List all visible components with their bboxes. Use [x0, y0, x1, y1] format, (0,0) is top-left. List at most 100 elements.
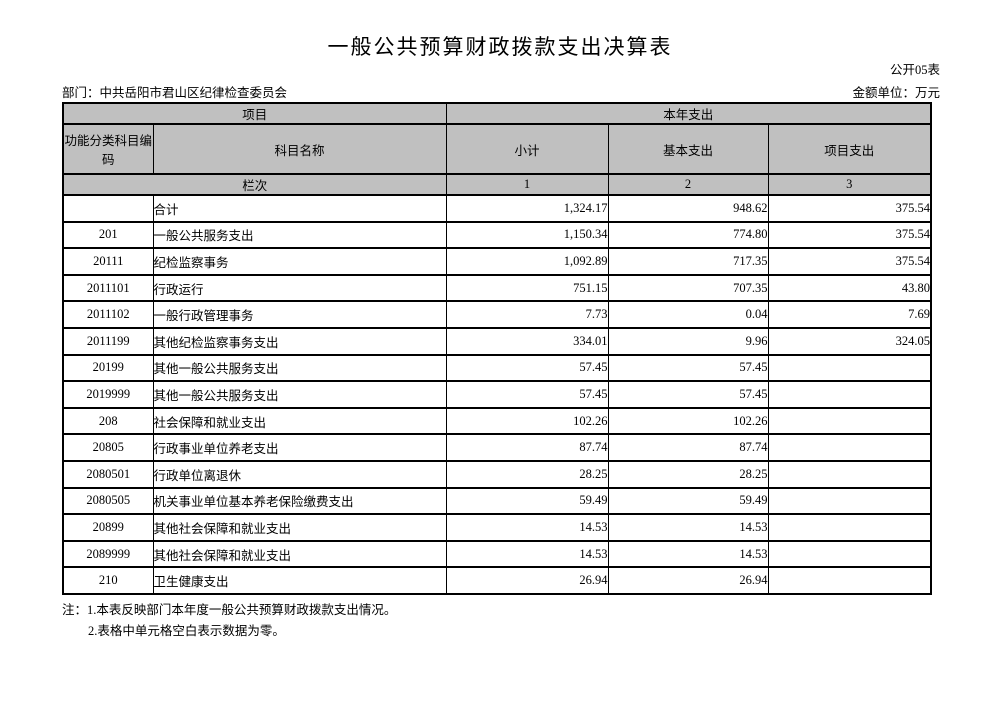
- cell-code: 210: [62, 566, 154, 595]
- cell-subtotal: 7.73: [445, 300, 609, 329]
- header-project-group: 项目: [62, 102, 447, 125]
- header-col-1: 1: [445, 173, 609, 196]
- unit-label: 金额单位：万元: [852, 86, 940, 100]
- table-row: 2019999 其他一般公共服务支出 57.45 57.45: [62, 380, 932, 409]
- cell-name: 其他社会保障和就业支出: [152, 513, 447, 542]
- cell-project: 375.54: [767, 247, 932, 276]
- header-project-column: 项目支出: [767, 123, 932, 175]
- table-row: 2080505 机关事业单位基本养老保险缴费支出 59.49 59.49: [62, 486, 932, 516]
- department-label: 部门：中共岳阳市君山区纪律检查委员会: [62, 86, 288, 100]
- cell-project: [767, 459, 932, 489]
- cell-project: 375.54: [767, 220, 932, 250]
- cell-code: [62, 194, 154, 223]
- table-row: 合计 1,324.17 948.62 375.54: [62, 194, 932, 223]
- cell-name: 其他社会保障和就业支出: [152, 539, 447, 569]
- cell-code: 20199: [62, 353, 154, 383]
- cell-basic: 57.45: [607, 353, 769, 383]
- cell-project: [767, 566, 932, 595]
- cell-basic: 57.45: [607, 380, 769, 409]
- cell-project: [767, 433, 932, 462]
- cell-basic: 87.74: [607, 433, 769, 462]
- cell-subtotal: 1,092.89: [445, 247, 609, 276]
- cell-project: 7.69: [767, 300, 932, 329]
- header-group-row: 项目 本年支出: [62, 102, 932, 125]
- cell-code: 20111: [62, 247, 154, 276]
- cell-code: 208: [62, 406, 154, 436]
- table-row: 2011101 行政运行 751.15 707.35 43.80: [62, 273, 932, 303]
- cell-code: 2011102: [62, 300, 154, 329]
- cell-code: 2011101: [62, 273, 154, 303]
- cell-name: 纪检监察事务: [152, 247, 447, 276]
- table-code-label: 公开05表: [889, 63, 940, 77]
- cell-code: 2089999: [62, 539, 154, 569]
- cell-subtotal: 14.53: [445, 513, 609, 542]
- header-subtotal-column: 小计: [445, 123, 609, 175]
- cell-name: 卫生健康支出: [152, 566, 447, 595]
- cell-subtotal: 334.01: [445, 326, 609, 356]
- header-column-row: 功能分类科目编码 科目名称 小计 基本支出 项目支出: [62, 123, 932, 175]
- cell-subtotal: 57.45: [445, 353, 609, 383]
- cell-subtotal: 1,150.34: [445, 220, 609, 250]
- cell-name: 其他一般公共服务支出: [152, 380, 447, 409]
- cell-basic: 774.80: [607, 220, 769, 250]
- cell-subtotal: 102.26: [445, 406, 609, 436]
- budget-table: 项目 本年支出 功能分类科目编码 科目名称 小计 基本支出 项目支出 栏次 1 …: [62, 102, 933, 595]
- cell-basic: 707.35: [607, 273, 769, 303]
- cell-basic: 948.62: [607, 194, 769, 223]
- table-row: 2011102 一般行政管理事务 7.73 0.04 7.69: [62, 300, 932, 329]
- header-current-year-group: 本年支出: [445, 102, 932, 125]
- table-row: 2089999 其他社会保障和就业支出 14.53 14.53: [62, 539, 932, 569]
- cell-code: 20899: [62, 513, 154, 542]
- cell-project: 324.05: [767, 326, 932, 356]
- cell-subtotal: 87.74: [445, 433, 609, 462]
- cell-project: [767, 539, 932, 569]
- cell-name: 一般公共服务支出: [152, 220, 447, 250]
- cell-basic: 59.49: [607, 486, 769, 516]
- cell-code: 20805: [62, 433, 154, 462]
- header-col-3: 3: [767, 173, 932, 196]
- cell-code: 201: [62, 220, 154, 250]
- cell-subtotal: 57.45: [445, 380, 609, 409]
- cell-name: 其他一般公共服务支出: [152, 353, 447, 383]
- cell-name: 一般行政管理事务: [152, 300, 447, 329]
- cell-subtotal: 1,324.17: [445, 194, 609, 223]
- cell-name: 其他纪检监察事务支出: [152, 326, 447, 356]
- table-row: 2080501 行政单位离退休 28.25 28.25: [62, 459, 932, 489]
- cell-name: 合计: [152, 194, 447, 223]
- cell-project: [767, 353, 932, 383]
- table-row: 20111 纪检监察事务 1,092.89 717.35 375.54: [62, 247, 932, 276]
- table-row: 20805 行政事业单位养老支出 87.74 87.74: [62, 433, 932, 462]
- cell-project: [767, 513, 932, 542]
- cell-basic: 717.35: [607, 247, 769, 276]
- cell-code: 2080505: [62, 486, 154, 516]
- header-row-label: 栏次: [62, 173, 447, 196]
- cell-project: [767, 486, 932, 516]
- cell-basic: 102.26: [607, 406, 769, 436]
- cell-subtotal: 59.49: [445, 486, 609, 516]
- cell-subtotal: 751.15: [445, 273, 609, 303]
- table-row: 208 社会保障和就业支出 102.26 102.26: [62, 406, 932, 436]
- cell-basic: 0.04: [607, 300, 769, 329]
- note-line-2: 2.表格中单元格空白表示数据为零。: [88, 624, 285, 638]
- cell-subtotal: 28.25: [445, 459, 609, 489]
- table-notes: 注：1.本表反映部门本年度一般公共预算财政拨款支出情况。 2.表格中单元格空白表…: [62, 600, 396, 642]
- cell-project: 375.54: [767, 194, 932, 223]
- table-row: 2011199 其他纪检监察事务支出 334.01 9.96 324.05: [62, 326, 932, 356]
- cell-name: 行政单位离退休: [152, 459, 447, 489]
- header-name-column: 科目名称: [152, 123, 447, 175]
- header-basic-column: 基本支出: [607, 123, 769, 175]
- cell-subtotal: 26.94: [445, 566, 609, 595]
- header-index-row: 栏次 1 2 3: [62, 173, 932, 196]
- cell-name: 行政运行: [152, 273, 447, 303]
- cell-basic: 14.53: [607, 539, 769, 569]
- cell-name: 行政事业单位养老支出: [152, 433, 447, 462]
- table-row: 210 卫生健康支出 26.94 26.94: [62, 566, 932, 595]
- cell-project: [767, 406, 932, 436]
- meta-row: 部门：中共岳阳市君山区纪律检查委员会 金额单位：万元: [62, 82, 940, 101]
- cell-code: 2080501: [62, 459, 154, 489]
- table-body: 合计 1,324.17 948.62 375.54 201 一般公共服务支出 1,150.3…: [62, 194, 932, 595]
- cell-basic: 28.25: [607, 459, 769, 489]
- table-row: 20199 其他一般公共服务支出 57.45 57.45: [62, 353, 932, 383]
- cell-project: 43.80: [767, 273, 932, 303]
- cell-subtotal: 14.53: [445, 539, 609, 569]
